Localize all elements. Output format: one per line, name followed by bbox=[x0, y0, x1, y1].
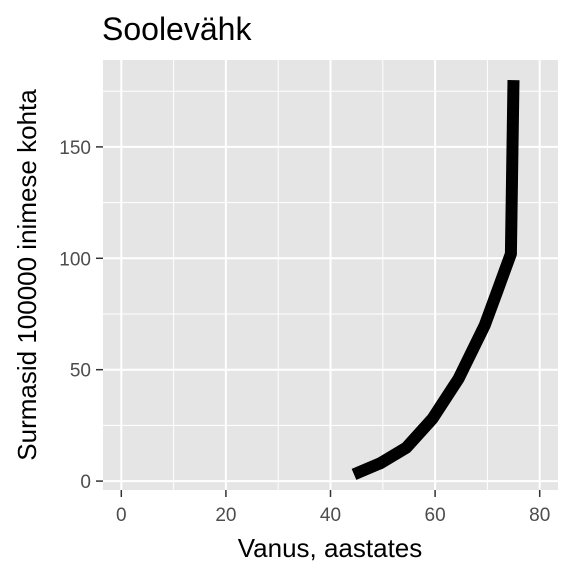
series-line bbox=[351, 80, 520, 480]
x-axis-title: Vanus, aastates bbox=[238, 533, 423, 563]
chart-title: Soolevähk bbox=[102, 11, 252, 47]
x-axis: 0 20 40 60 80 bbox=[116, 490, 550, 526]
y-tick-label: 100 bbox=[59, 249, 91, 270]
x-tick-label: 40 bbox=[320, 505, 341, 526]
x-tick-label: 60 bbox=[425, 505, 446, 526]
x-tick-label: 20 bbox=[215, 505, 236, 526]
y-tick-label: 50 bbox=[70, 361, 91, 382]
y-tick-label: 150 bbox=[59, 138, 91, 159]
y-axis: 0 50 100 150 bbox=[59, 138, 103, 493]
y-tick-label: 0 bbox=[80, 472, 91, 493]
major-gridlines bbox=[103, 60, 558, 490]
y-axis-title: Surmasid 100000 inimese kohta bbox=[12, 89, 42, 461]
x-tick-label: 0 bbox=[116, 505, 127, 526]
x-tick-label: 80 bbox=[529, 505, 550, 526]
